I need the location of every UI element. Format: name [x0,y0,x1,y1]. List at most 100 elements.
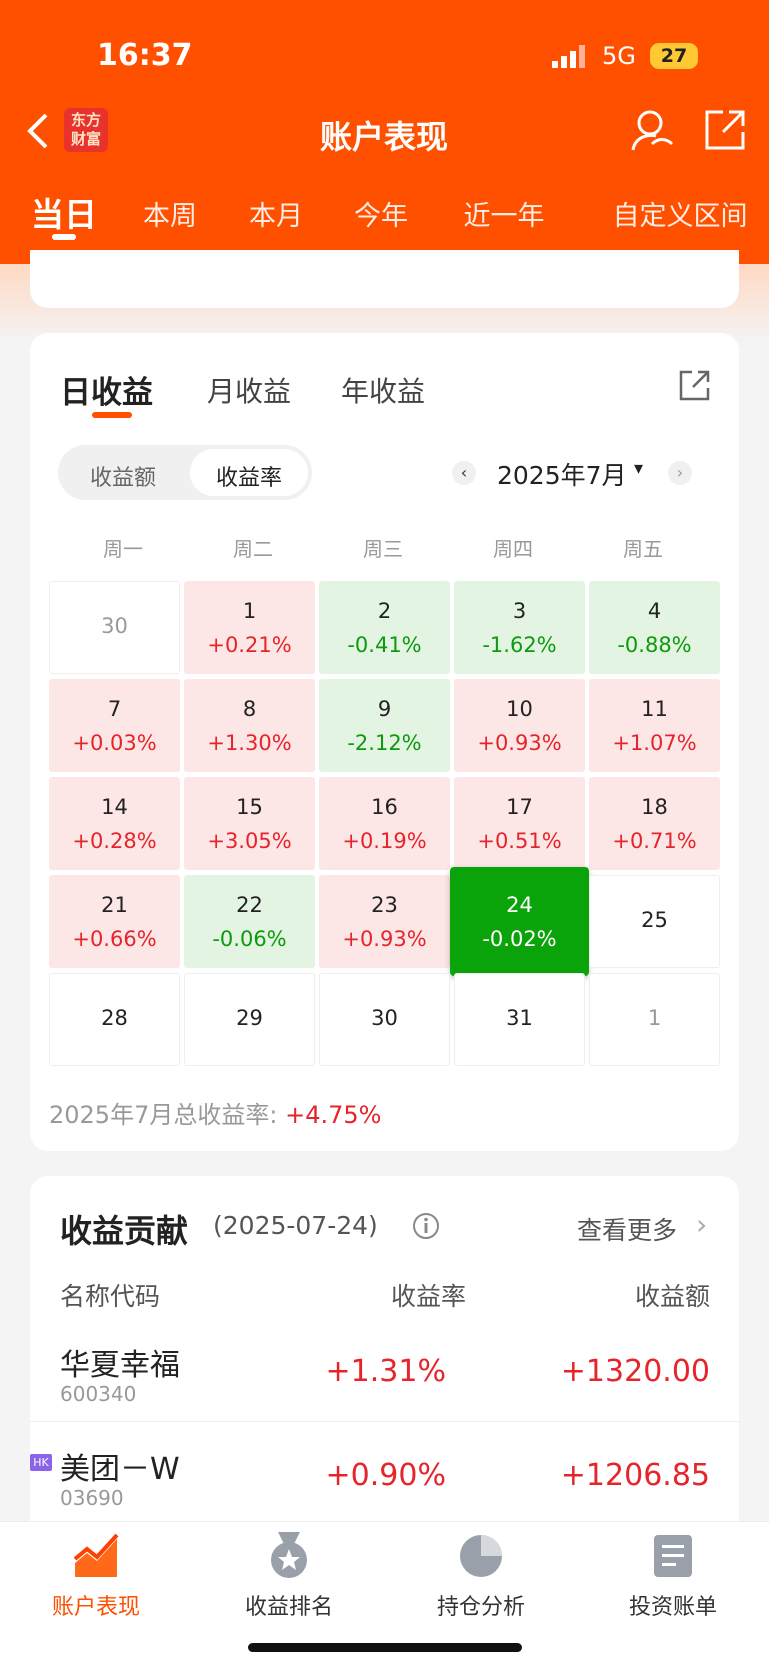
toggle-option[interactable]: 收益率 [215,466,283,491]
tab-underline [92,412,132,418]
weekday: 周二 [233,537,273,561]
back-button[interactable] [24,112,54,150]
day-rate: +0.66% [72,927,157,951]
eye-icon[interactable] [630,108,676,154]
day-number: 10 [506,697,533,721]
day-rate: +0.51% [477,829,562,853]
period-tab[interactable]: 当日 [31,195,97,234]
share-icon[interactable] [703,108,747,152]
calendar-day[interactable]: 10 +0.93% [454,679,585,772]
day-rate: +3.05% [207,829,292,853]
calendar-day[interactable]: 28 [49,973,180,1066]
calendar-day[interactable]: 9 -2.12% [319,679,450,772]
time: 16:37 [97,38,193,73]
calendar-day[interactable]: 8 +1.30% [184,679,315,772]
day-number: 4 [647,599,662,623]
calendar-tab[interactable]: 月收益 [207,375,292,408]
summary-value: +4.75% [285,1101,382,1129]
day-number: 9 [377,697,392,721]
stock-rate: +1.31% [325,1354,446,1389]
row-divider [30,1421,739,1422]
day-number: 16 [371,795,398,819]
calendar-day[interactable]: 4 -0.88% [589,581,720,674]
calendar-tab[interactable]: 日收益 [60,375,153,411]
nav-label[interactable]: 账户表现 [51,1595,141,1620]
section-title: 收益贡献 [60,1212,189,1250]
nav-icon[interactable] [73,1533,119,1579]
day-rate: +1.07% [612,731,697,755]
calendar-day[interactable]: 23 +0.93% [319,875,450,968]
month[interactable]: 2025年7月 [497,461,627,490]
calendar-day[interactable]: 1 [589,973,720,1066]
stock-amount: +1206.85 [560,1458,710,1493]
nav-label[interactable]: 收益排名 [244,1595,334,1620]
day-rate: +0.21% [207,633,292,657]
calendar-day[interactable]: 15 +3.05% [184,777,315,870]
nav-icon[interactable] [652,1533,694,1579]
calendar-day[interactable]: 22 -0.06% [184,875,315,968]
nav-label[interactable]: 投资账单 [628,1595,718,1620]
stock-name[interactable]: 华夏幸福 [60,1348,180,1383]
day-number: 30 [101,614,128,638]
calendar-day[interactable]: 17 +0.51% [454,777,585,870]
calendar-day[interactable]: 14 +0.28% [49,777,180,870]
calendar-day[interactable]: 3 -1.62% [454,581,585,674]
calendar-day[interactable]: 1 +0.21% [184,581,315,674]
calendar-day[interactable]: 30 [319,973,450,1066]
market-badge: HK [30,1454,52,1471]
next-month[interactable]: › [668,461,692,485]
stock-code: 600340 [60,1382,137,1406]
logo-line: 财富 [70,130,101,148]
toggle-active [190,449,308,496]
day-rate: -1.62% [482,633,557,657]
calendar-day[interactable]: 2 -0.41% [319,581,450,674]
day-number: 24 [506,893,533,917]
day-number: 17 [506,795,533,819]
period-tab[interactable]: 本月 [249,201,303,232]
day-number: 14 [101,795,128,819]
calendar-day[interactable]: 21 +0.66% [49,875,180,968]
calendar-day[interactable]: 7 +0.03% [49,679,180,772]
month-summary: 2025年7月总收益率: +4.75% [49,1095,381,1130]
calendar-tab[interactable]: 年收益 [341,375,426,408]
toggle-option[interactable]: 收益额 [89,466,157,491]
nav-icon[interactable] [266,1530,312,1580]
day-number: 29 [236,1006,263,1030]
calendar-day[interactable]: 11 +1.07% [589,679,720,772]
month-caret[interactable]: ▾ [634,458,644,479]
stock-rate: +0.90% [325,1458,446,1493]
calendar-day[interactable]: 29 [184,973,315,1066]
network: 5G [602,42,636,70]
period-tab[interactable]: 今年 [354,201,408,232]
battery: 27 [650,43,698,69]
calendar-day[interactable]: 16 +0.19% [319,777,450,870]
day-number: 22 [236,893,263,917]
bottom-nav [0,1521,769,1666]
calendar-day[interactable]: 25 [589,875,720,968]
day-rate: +0.03% [72,731,157,755]
stock-name[interactable]: 美团－W [60,1452,180,1487]
info-icon[interactable] [412,1212,440,1240]
day-number: 2 [377,599,392,623]
day-number: 3 [512,599,527,623]
column-header: 收益额 [634,1282,710,1311]
see-more[interactable]: 查看更多 [577,1216,678,1245]
summary-label: 2025年7月总收益率: [49,1101,278,1129]
nav-icon[interactable] [458,1533,504,1579]
export-icon[interactable] [678,368,712,402]
period-tab[interactable]: 本周 [143,201,197,232]
period-tab[interactable]: 自定义区间 [612,201,748,232]
weekday: 周三 [363,537,403,561]
calendar-day[interactable]: 31 [454,973,585,1066]
calendar-day[interactable]: 30 [49,581,180,674]
calendar-day[interactable]: 24 -0.02% [450,867,589,976]
prev-month[interactable]: ‹ [452,461,476,485]
period-underline [52,234,76,240]
nav-label[interactable]: 持仓分析 [436,1595,526,1620]
day-number: 1 [647,1006,662,1030]
chevron: › [696,1208,708,1241]
period-tab[interactable]: 近一年 [463,201,545,232]
calendar-day[interactable]: 18 +0.71% [589,777,720,870]
column-header: 收益率 [390,1282,466,1311]
